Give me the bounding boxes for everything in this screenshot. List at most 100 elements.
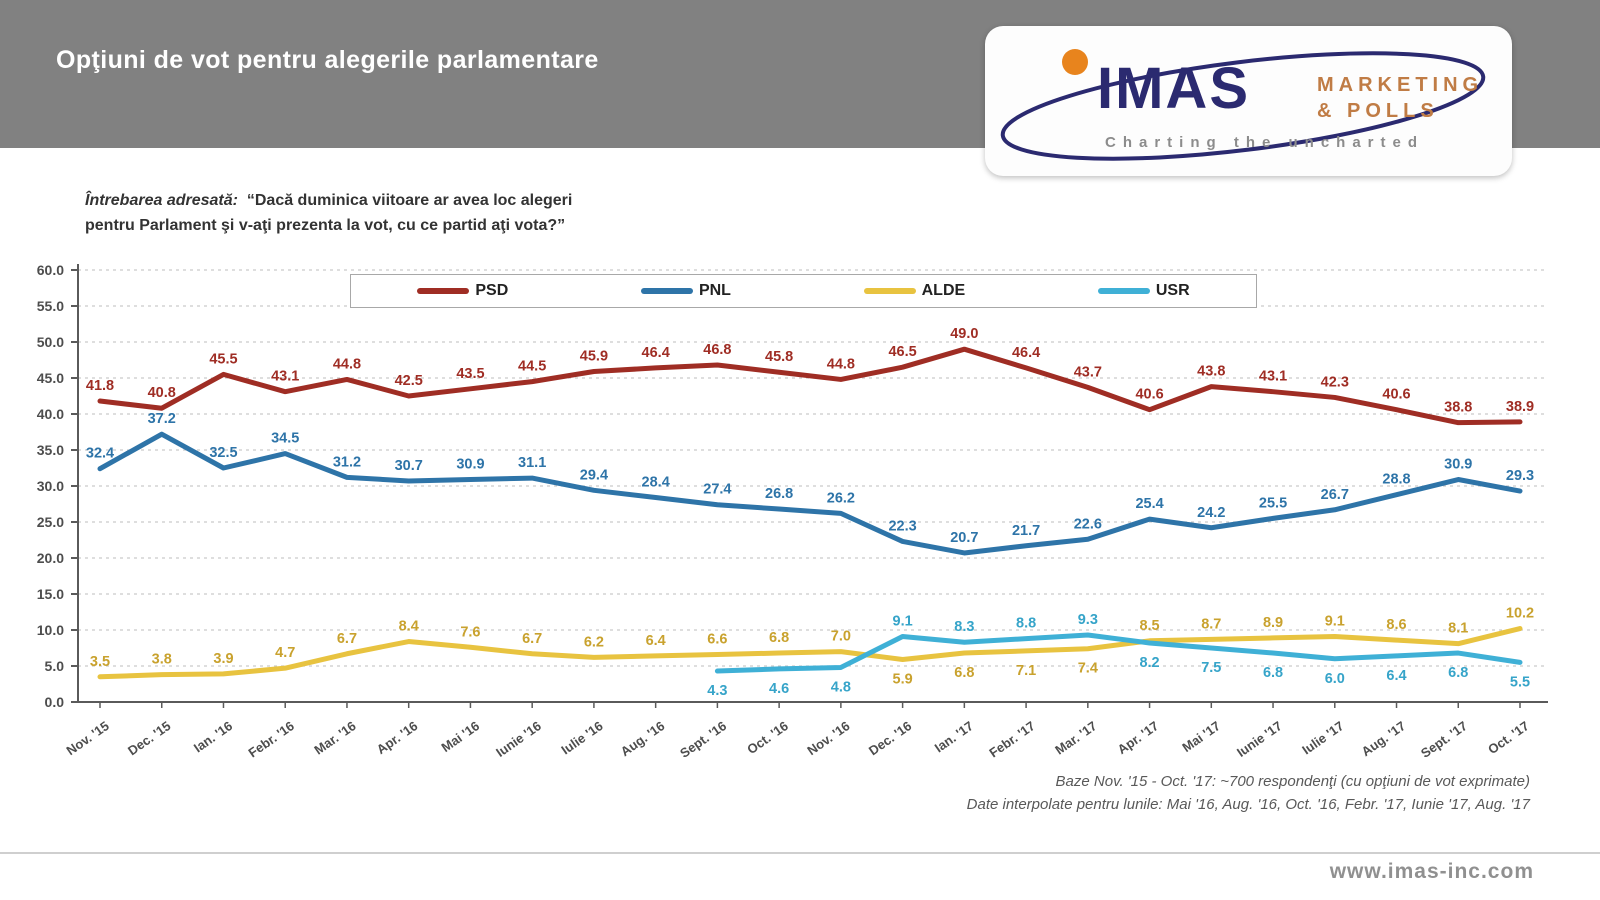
value-label-pnl: 21.7 (1012, 523, 1040, 539)
y-tick-label: 50.0 (37, 334, 64, 350)
chart-canvas: 0.0 5.0 10.0 15.0 20.0 25.0 30.0 35.0 40.0 45.0 50… (37, 262, 1548, 761)
pnl-line-swatch-icon (640, 288, 693, 294)
x-tick-label: Oct. '17 (1485, 718, 1532, 757)
x-tick-label: Nov. '16 (804, 718, 852, 758)
value-label-usr: 7.5 (1201, 660, 1221, 676)
value-label-usr: 6.4 (1386, 668, 1406, 684)
value-label-pnl: 22.6 (1074, 516, 1102, 532)
x-tick-label: Iunie '17 (1234, 718, 1285, 760)
series-line-usr (714, 632, 1523, 674)
page-title: Opţiuni de vot pentru alegerile parlamen… (56, 46, 599, 74)
value-label-alde: 6.7 (337, 631, 357, 647)
x-tick-label: Dec. '16 (866, 718, 914, 758)
value-label-alde: 6.8 (769, 630, 789, 646)
value-label-usr: 4.8 (831, 679, 851, 695)
chart-legend: PSD PNL ALDE USR (350, 274, 1257, 308)
question-line-2: pentru Parlament şi v-aţi prezenta la vo… (85, 217, 566, 234)
value-label-alde: 3.9 (213, 651, 233, 667)
x-tick-label: Iulie '16 (558, 718, 605, 757)
value-label-usr: 9.1 (893, 613, 913, 629)
value-label-alde: 3.8 (152, 652, 172, 668)
logo-tagline-text: Charting the uncharted (1105, 134, 1425, 151)
legend-label-pnl: PNL (698, 282, 731, 299)
value-label-usr: 6.8 (1448, 665, 1468, 681)
value-label-pnl: 32.5 (209, 445, 237, 461)
value-label-pnl: 24.2 (1197, 505, 1225, 521)
value-label-pnl: 29.4 (580, 467, 608, 483)
value-label-usr: 6.8 (1263, 665, 1283, 681)
value-label-alde: 6.2 (584, 634, 604, 650)
value-label-usr: 4.6 (769, 681, 789, 697)
y-tick-label: 60.0 (37, 262, 64, 278)
value-label-alde: 6.6 (707, 631, 727, 647)
value-label-pnl: 22.3 (888, 518, 916, 534)
x-tick-label: Mai '17 (1179, 718, 1223, 755)
value-label-pnl: 34.5 (271, 431, 299, 447)
question-lead: Întrebarea adresată: (85, 192, 238, 209)
series-line-alde (97, 626, 1523, 680)
value-label-pnl: 28.4 (642, 475, 670, 491)
alde-line-swatch-icon (863, 288, 916, 294)
value-label-alde: 8.5 (1139, 618, 1159, 634)
x-tick-label: Febr. '17 (986, 718, 1037, 760)
value-label-psd: 43.5 (456, 366, 484, 382)
psd-line-swatch-icon (417, 288, 470, 294)
legend-item-alde: ALDE (863, 282, 966, 300)
x-tick-label: Apr. '16 (374, 718, 421, 757)
value-label-pnl: 30.7 (395, 458, 423, 474)
x-tick-label: Apr. '17 (1115, 718, 1162, 757)
y-tick-label: 10.0 (37, 622, 64, 638)
value-label-alde: 7.6 (460, 624, 480, 640)
y-tick-label: 5.0 (45, 658, 65, 674)
chart-footnotes: Baze Nov. '15 - Oct. '17: ~700 responden… (967, 770, 1530, 816)
logo-marketing-text: MARKETING (1317, 74, 1484, 96)
value-label-alde: 6.7 (522, 631, 542, 647)
y-tick-label: 55.0 (37, 298, 64, 314)
value-label-alde: 8.7 (1201, 616, 1221, 632)
value-label-alde: 5.9 (893, 672, 913, 688)
value-label-alde: 8.4 (399, 619, 419, 635)
logo-swoosh-icon (1000, 49, 1486, 161)
value-label-psd: 45.8 (765, 349, 793, 365)
usr-line-swatch-icon (1097, 288, 1150, 294)
value-label-psd: 44.5 (518, 359, 546, 375)
legend-label-alde: ALDE (921, 282, 966, 299)
imas-logo: IMAS MARKETING & POLLS Charting the unch… (985, 26, 1512, 176)
x-tick-label: Dec. '15 (125, 718, 173, 758)
value-label-usr: 8.8 (1016, 616, 1036, 632)
x-tick-label: Ian. '17 (932, 718, 976, 755)
value-label-psd: 38.9 (1506, 399, 1534, 415)
footnote-base: Baze Nov. '15 - Oct. '17: ~700 responden… (1055, 773, 1530, 790)
legend-item-psd: PSD (417, 282, 508, 300)
y-tick-label: 40.0 (37, 406, 64, 422)
value-label-alde: 8.9 (1263, 615, 1283, 631)
value-label-psd: 44.8 (827, 356, 855, 372)
value-label-psd: 45.5 (209, 351, 237, 367)
question-line-1: Întrebarea adresată: “Dacă duminica viit… (85, 188, 572, 213)
value-label-pnl: 32.4 (86, 446, 114, 462)
x-tick-label: Aug. '17 (1359, 718, 1409, 759)
x-tick-label: Mai '16 (438, 718, 482, 755)
logo-polls-text: & POLLS (1317, 100, 1439, 122)
bottom-divider (0, 852, 1600, 854)
value-label-alde: 6.4 (646, 633, 666, 649)
value-label-pnl: 20.7 (950, 530, 978, 546)
legend-item-usr: USR (1097, 282, 1190, 300)
value-label-psd: 40.6 (1382, 387, 1410, 403)
value-label-alde: 7.4 (1078, 661, 1098, 677)
x-tick-label: Ian. '16 (191, 718, 235, 755)
value-label-psd: 40.8 (148, 385, 176, 401)
value-label-psd: 41.8 (86, 378, 114, 394)
footnote-interpolation: Date interpolate pentru lunile: Mai '16,… (966, 796, 1530, 813)
value-label-psd: 46.5 (888, 344, 916, 360)
value-label-psd: 40.6 (1135, 387, 1163, 403)
x-tick-label: Sept. '16 (677, 718, 729, 761)
y-tick-label: 15.0 (37, 586, 64, 602)
value-label-pnl: 28.8 (1382, 472, 1410, 488)
series-line-psd (97, 346, 1523, 426)
value-label-pnl: 25.5 (1259, 495, 1287, 511)
legend-label-psd: PSD (475, 282, 509, 299)
value-label-alde: 9.1 (1325, 613, 1345, 629)
value-label-alde: 6.8 (954, 665, 974, 681)
y-tick-label: 0.0 (45, 694, 65, 710)
